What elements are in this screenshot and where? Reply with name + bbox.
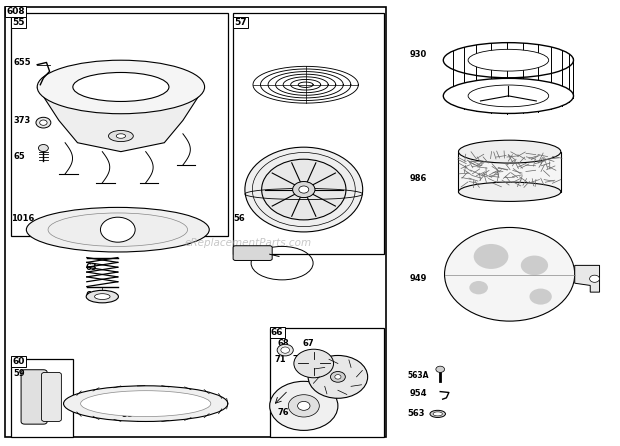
Circle shape — [335, 375, 341, 379]
Text: 58A: 58A — [233, 249, 251, 258]
FancyBboxPatch shape — [270, 328, 384, 437]
FancyBboxPatch shape — [5, 7, 386, 437]
Bar — [458, 152, 560, 192]
Text: 949: 949 — [409, 274, 427, 283]
FancyBboxPatch shape — [232, 13, 384, 254]
Circle shape — [252, 153, 355, 227]
Ellipse shape — [81, 391, 211, 417]
Circle shape — [36, 117, 51, 128]
Circle shape — [521, 256, 548, 275]
Circle shape — [277, 344, 293, 356]
Text: 60: 60 — [12, 357, 25, 366]
Text: 608: 608 — [6, 7, 25, 16]
FancyBboxPatch shape — [42, 372, 61, 421]
Circle shape — [38, 145, 48, 152]
Circle shape — [330, 372, 345, 382]
Ellipse shape — [459, 182, 560, 202]
Circle shape — [294, 349, 334, 378]
Ellipse shape — [48, 213, 187, 246]
Ellipse shape — [117, 134, 125, 138]
Circle shape — [40, 120, 47, 125]
Text: 64: 64 — [86, 291, 97, 300]
FancyBboxPatch shape — [11, 359, 73, 437]
Ellipse shape — [86, 290, 118, 303]
Text: 986: 986 — [409, 174, 427, 183]
Text: 58: 58 — [121, 410, 133, 419]
Ellipse shape — [95, 294, 110, 300]
Ellipse shape — [459, 140, 560, 163]
Polygon shape — [37, 87, 205, 152]
Text: 373: 373 — [14, 116, 31, 125]
Circle shape — [100, 217, 135, 242]
Text: 56: 56 — [233, 214, 245, 223]
Text: 1016: 1016 — [11, 214, 35, 223]
Ellipse shape — [443, 78, 574, 113]
Text: 930: 930 — [409, 50, 427, 59]
Ellipse shape — [108, 131, 133, 142]
Text: 71: 71 — [275, 355, 286, 364]
Text: 563A: 563A — [407, 371, 429, 380]
Text: 66: 66 — [271, 328, 283, 337]
Ellipse shape — [468, 50, 549, 71]
Polygon shape — [575, 265, 600, 292]
Circle shape — [288, 395, 319, 417]
Circle shape — [474, 244, 508, 269]
FancyBboxPatch shape — [11, 13, 228, 236]
Circle shape — [436, 366, 445, 372]
Circle shape — [281, 347, 290, 353]
Circle shape — [529, 289, 552, 305]
Text: 70: 70 — [293, 355, 304, 364]
Text: 563: 563 — [407, 409, 425, 418]
Text: 55: 55 — [12, 18, 25, 27]
FancyBboxPatch shape — [21, 370, 47, 424]
Ellipse shape — [63, 386, 228, 421]
Ellipse shape — [37, 60, 205, 114]
Ellipse shape — [73, 73, 169, 102]
Circle shape — [445, 227, 575, 321]
Circle shape — [262, 159, 346, 220]
Circle shape — [245, 147, 363, 232]
Text: 954: 954 — [409, 389, 427, 398]
Ellipse shape — [468, 85, 549, 107]
Text: 76: 76 — [277, 408, 289, 417]
Ellipse shape — [433, 412, 442, 416]
Circle shape — [270, 381, 338, 430]
Text: 57: 57 — [234, 18, 247, 27]
Text: 67: 67 — [303, 339, 314, 348]
Circle shape — [590, 275, 600, 282]
Text: 63: 63 — [86, 263, 97, 272]
Text: 59: 59 — [14, 369, 25, 378]
Text: 65: 65 — [14, 153, 25, 161]
Circle shape — [293, 182, 315, 198]
Circle shape — [308, 355, 368, 398]
Text: eReplacementParts.com: eReplacementParts.com — [184, 238, 312, 248]
Circle shape — [299, 186, 309, 193]
Text: 655: 655 — [14, 58, 31, 67]
FancyBboxPatch shape — [233, 246, 272, 260]
Ellipse shape — [430, 410, 446, 417]
Circle shape — [469, 281, 488, 294]
Ellipse shape — [27, 207, 210, 252]
Circle shape — [298, 401, 310, 410]
Text: 68: 68 — [277, 339, 289, 348]
